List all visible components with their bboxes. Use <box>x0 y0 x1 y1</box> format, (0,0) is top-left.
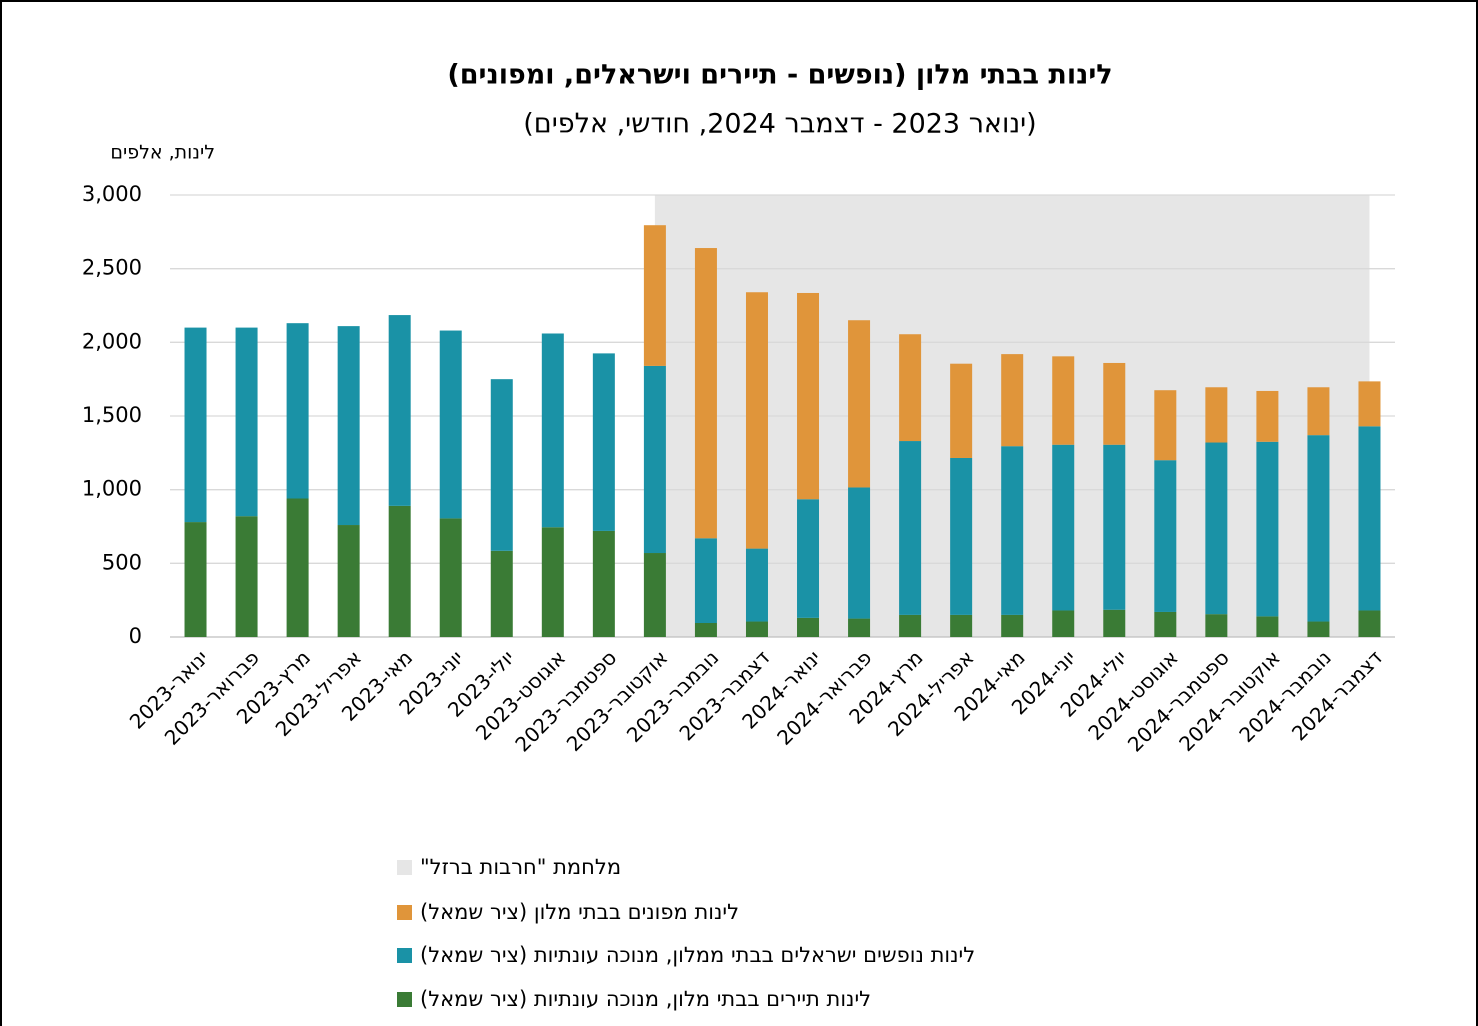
bar-segment <box>337 326 360 526</box>
bar-segment <box>1307 621 1330 637</box>
bar-segment <box>950 457 973 615</box>
bar-segment <box>1256 390 1279 442</box>
bar-segment <box>184 522 207 637</box>
bar-segment <box>643 365 666 554</box>
bar-segment <box>1256 616 1279 637</box>
bar-segment <box>439 518 462 637</box>
bar-segment <box>1307 387 1330 436</box>
bar-segment <box>694 538 717 624</box>
bar-segment <box>899 334 922 442</box>
legend-swatch <box>397 905 412 920</box>
bar-segment <box>490 379 513 551</box>
bar-segment <box>388 315 411 506</box>
bar-segment <box>1205 614 1228 637</box>
bar-segment <box>848 320 871 488</box>
bar-segment <box>1358 426 1381 611</box>
legend-swatch <box>397 860 412 875</box>
bar-segment <box>745 292 768 549</box>
bar-segment <box>848 618 871 637</box>
y-axis-label: לינות, אלפים <box>110 142 215 164</box>
bar-segment <box>950 614 973 637</box>
bar-segment <box>1103 444 1126 610</box>
bar-segment <box>643 553 666 637</box>
legend-label: לינות תיירים בבתי מלון, מנוכה עונתיות (צ… <box>420 987 871 1011</box>
bar-segment <box>286 498 309 637</box>
legend-swatch <box>397 992 412 1007</box>
bar-segment <box>388 505 411 637</box>
bar-segment <box>745 621 768 637</box>
bar-segment <box>1103 609 1126 637</box>
y-tick-label: 0 <box>129 624 142 648</box>
bar-segment <box>745 548 768 622</box>
chart-title: לינות בבתי מלון (נופשים - תיירים וישראלי… <box>447 60 1112 91</box>
bar-segment <box>1001 354 1024 447</box>
bar-segment <box>184 327 207 523</box>
legend-swatch <box>397 948 412 963</box>
bar-segment <box>490 550 513 637</box>
y-tick-label: 2,000 <box>82 329 142 353</box>
bar-segment <box>694 248 717 539</box>
bar-segment <box>643 225 666 366</box>
bar-segment <box>592 353 615 531</box>
bar-segment <box>235 516 258 637</box>
y-tick-label: 1,000 <box>82 477 142 501</box>
bar-segment <box>1205 442 1228 615</box>
bar-segment <box>797 617 820 637</box>
bar-segment <box>1154 390 1177 461</box>
bar-segment <box>899 614 922 637</box>
bar-segment <box>950 363 973 458</box>
legend-label: מלחמת "חרבות ברזל" <box>420 855 621 879</box>
bar-segment <box>235 327 258 517</box>
bar-segment <box>1307 435 1330 622</box>
bar-segment <box>848 487 871 619</box>
y-tick-label: 500 <box>102 550 142 574</box>
y-tick-label: 2,500 <box>82 256 142 280</box>
bar-segment <box>797 499 820 618</box>
bar-segment <box>337 525 360 637</box>
bar-segment <box>1103 362 1126 445</box>
bar-segment <box>1154 611 1177 637</box>
bar-segment <box>541 527 564 637</box>
bar-segment <box>797 292 820 500</box>
bar-segment <box>439 330 462 519</box>
bar-segment <box>1358 381 1381 427</box>
bar-segment <box>1154 460 1177 612</box>
bar-segment <box>1052 356 1075 445</box>
bar-segment <box>592 530 615 637</box>
bar-segment <box>286 323 309 499</box>
bar-segment <box>1001 614 1024 637</box>
bar-segment <box>1001 446 1024 615</box>
bar-segment <box>694 623 717 637</box>
legend-label: לינות נופשים ישראלים בבתי ממלון, מנוכה ע… <box>420 943 975 967</box>
y-tick-label: 1,500 <box>82 403 142 427</box>
bar-segment <box>1205 387 1228 443</box>
legend-label: לינות מפונים בבתי מלון (ציר שמאל) <box>420 900 739 924</box>
bar-segment <box>899 441 922 615</box>
chart-subtitle: (ינואר 2023 - דצמבר 2024, חודשי, אלפים) <box>523 109 1036 140</box>
bar-segment <box>541 333 564 528</box>
bar-segment <box>1052 444 1075 611</box>
bar-segment <box>1256 441 1279 617</box>
bar-segment <box>1052 610 1075 637</box>
bar-segment <box>1358 610 1381 637</box>
y-tick-label: 3,000 <box>82 182 142 206</box>
